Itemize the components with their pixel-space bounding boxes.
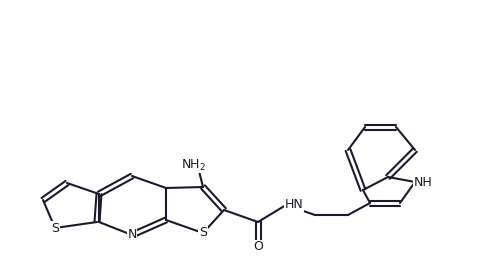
Text: HN: HN [285, 198, 303, 211]
Text: NH: NH [414, 175, 432, 188]
Text: N: N [127, 228, 137, 241]
Text: S: S [51, 222, 59, 235]
Text: O: O [253, 241, 263, 254]
Text: NH$_2$: NH$_2$ [181, 157, 205, 173]
Text: S: S [199, 227, 207, 240]
